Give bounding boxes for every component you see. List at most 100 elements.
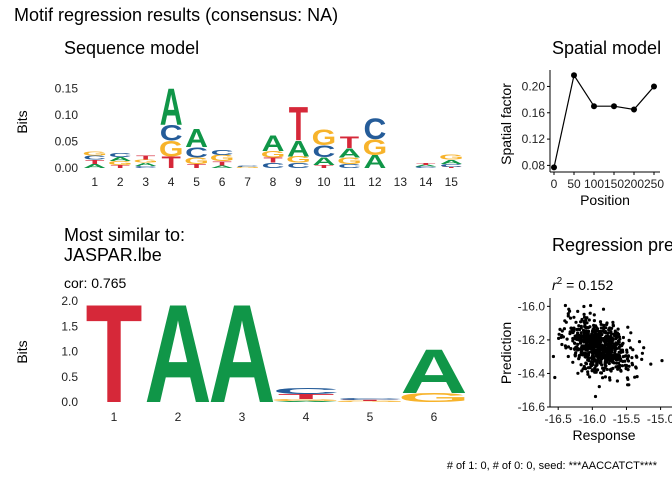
sequence-model-letter-C: C <box>109 151 132 158</box>
regression-point <box>579 324 583 328</box>
sequence-model-xtick-label: 14 <box>419 175 433 189</box>
sequence-model-letter-G: G <box>337 156 362 166</box>
regression-point <box>595 339 599 344</box>
regression-point <box>594 329 598 333</box>
sequence-model-letter-C: C <box>185 145 208 161</box>
regression-point <box>630 356 634 360</box>
regression-point <box>615 379 620 383</box>
sequence-model-letter-C: C <box>160 120 183 145</box>
sequence-model-letter-G: G <box>261 149 286 159</box>
regression-point <box>621 355 625 359</box>
regression-point <box>557 336 561 340</box>
regression-point <box>624 363 629 368</box>
regression-point <box>573 347 577 351</box>
regression-point <box>581 328 586 332</box>
regression-point <box>606 343 610 347</box>
regression-point <box>621 335 626 340</box>
regression-point <box>602 368 606 373</box>
sequence-model-ytick-label: 0.00 <box>55 161 79 175</box>
regression-point <box>593 358 598 362</box>
sequence-model-letter-G: G <box>286 155 311 165</box>
sequence-model-letter-G: G <box>82 150 107 157</box>
spatial-model-point <box>571 72 577 79</box>
regression-point <box>593 368 598 372</box>
regression-point <box>575 327 579 332</box>
regression-point <box>626 354 631 358</box>
sequence-model-letter-G: G <box>235 167 260 169</box>
regression-point <box>590 336 595 340</box>
regression-point <box>611 320 615 324</box>
sequence-model-letter-T: T <box>85 158 104 165</box>
similar-motif-letter-A: A <box>208 276 275 433</box>
regression-point <box>559 335 563 339</box>
regression-point <box>593 370 597 374</box>
regression-point <box>609 347 613 351</box>
regression-point <box>619 359 623 363</box>
regression-point <box>603 346 607 350</box>
regression-point <box>598 331 603 336</box>
regression-xlabel: Response <box>572 427 635 443</box>
regression-point <box>558 327 562 331</box>
regression-point <box>576 331 580 335</box>
regression-point <box>634 366 638 370</box>
regression-point <box>590 357 595 361</box>
regression-point <box>605 354 610 358</box>
regression-point <box>566 354 570 359</box>
regression-point <box>573 334 578 339</box>
regression-point <box>598 320 603 324</box>
regression-points <box>551 303 664 399</box>
regression-ylabel: Prediction <box>498 322 514 384</box>
sequence-model-letter-T: T <box>416 163 436 165</box>
sequence-model-letter-A: A <box>313 156 336 168</box>
regression-point <box>583 325 587 329</box>
regression-point <box>579 363 583 367</box>
regression-point <box>588 375 592 379</box>
regression-point <box>576 309 580 313</box>
regression-panel: Regression pre r2 = 0.152 Prediction Res… <box>498 235 672 443</box>
regression-point <box>607 361 611 366</box>
sequence-model-xtick-label: 11 <box>343 175 356 189</box>
sequence-model-letter-G: G <box>312 125 337 150</box>
regression-point <box>611 355 615 359</box>
sequence-model-letter-G: G <box>184 156 209 166</box>
regression-point <box>604 334 608 339</box>
regression-point <box>589 350 593 354</box>
regression-point <box>592 355 596 359</box>
regression-point <box>616 367 620 371</box>
sequence-model-xtick-label: 15 <box>445 175 459 189</box>
regression-point <box>578 341 583 345</box>
regression-point <box>574 320 578 324</box>
sequence-model-letter-T: T <box>111 164 131 169</box>
regression-point <box>626 325 630 329</box>
sequence-model-letter-G: G <box>108 160 133 166</box>
sequence-model-letter-A: A <box>83 163 106 170</box>
sequence-model-xtick-label: 3 <box>142 175 149 189</box>
regression-point <box>621 341 625 345</box>
sequence-model-letter-C: C <box>363 113 386 146</box>
regression-point <box>574 351 578 355</box>
regression-point <box>611 324 616 328</box>
regression-point <box>591 368 595 372</box>
regression-point <box>588 343 592 348</box>
regression-point <box>599 371 603 375</box>
regression-point <box>580 369 584 373</box>
similar-motif-letter-C: C <box>336 397 403 400</box>
sequence-model-letter-C: C <box>287 161 310 169</box>
spatial-model-xtick-label: 150 <box>604 177 624 191</box>
regression-point <box>590 341 594 345</box>
similar-motif-ytick-label: 1.0 <box>61 345 78 359</box>
regression-point <box>604 343 608 347</box>
spatial-model-point <box>611 103 617 110</box>
sequence-model-letter-T: T <box>161 154 181 172</box>
similar-motif-panel: Most similar to: JASPAR.lbe cor: 0.765 B… <box>14 225 470 433</box>
similar-motif-ytick-label: 0.5 <box>61 370 78 384</box>
regression-point <box>582 312 586 316</box>
spatial-model-yticks: 0.08 0.12 0.16 0.20 <box>522 79 550 172</box>
sequence-model-ytick-label: 0.05 <box>55 135 79 149</box>
sequence-model-letter-A: A <box>160 79 183 137</box>
regression-point <box>582 320 587 325</box>
regression-point <box>579 331 583 335</box>
similar-motif-letter-G: G <box>270 398 342 401</box>
regression-point <box>606 331 610 335</box>
regression-point <box>577 355 581 359</box>
